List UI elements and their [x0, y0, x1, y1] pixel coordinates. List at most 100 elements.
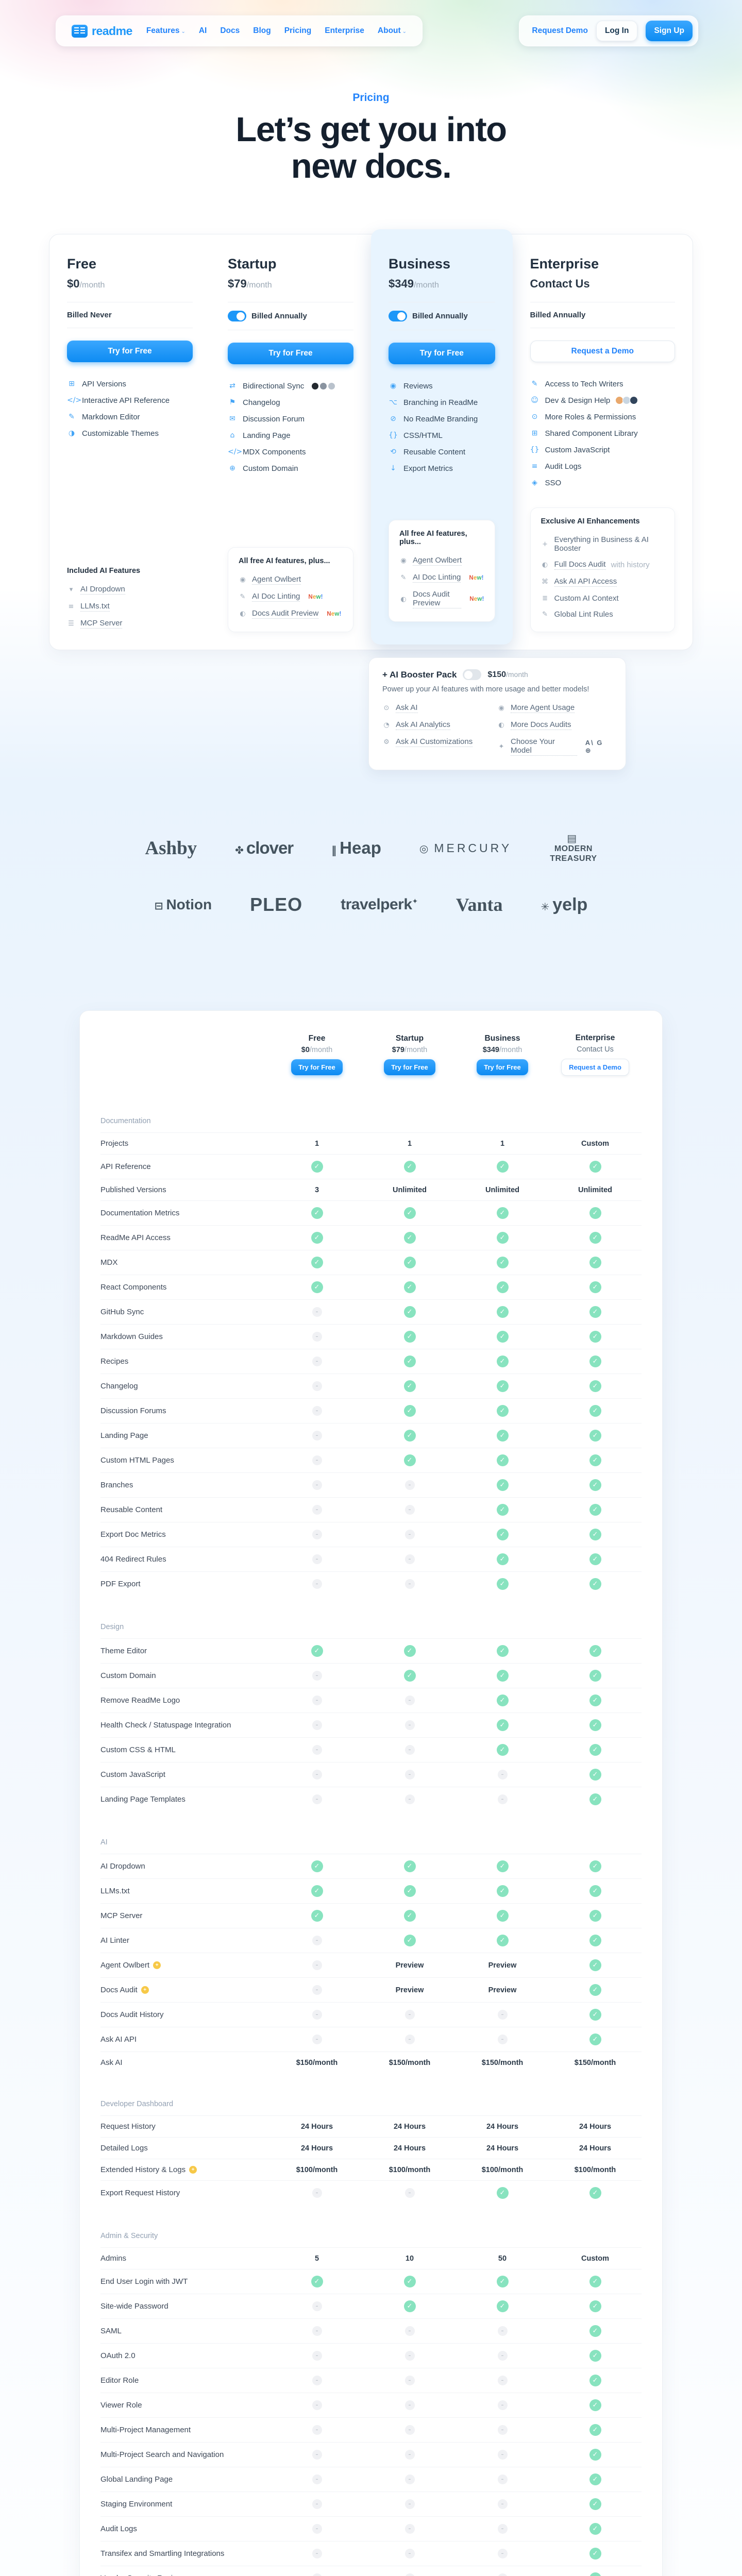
request-a-demo-button[interactable]: Request a Demo: [530, 341, 675, 363]
row-label: Remove ReadMe Logo: [100, 1690, 271, 1711]
feature-label: More Roles & Permissions: [545, 412, 636, 421]
row-label-text: Landing Page Templates: [100, 1795, 185, 1804]
table-section-admin-security: Admin & Security: [100, 2232, 158, 2241]
billed-annually-toggle[interactable]: [228, 311, 246, 322]
billing-label: Billed Annually: [251, 312, 307, 321]
row-label-text: Detailed Logs: [100, 2144, 148, 2153]
title-line-1: Let’s get you into: [235, 110, 507, 149]
plan-feature-list: ⇄ Bidirectional Sync ⚑ Changelog ✉ Discussion…: [228, 378, 353, 477]
row-value: ✓: [549, 1978, 642, 2002]
table-plan-price: $349/month: [482, 1046, 522, 1055]
row-value: ✓: [363, 1664, 456, 1688]
row-value: –: [271, 1788, 363, 1810]
context-icon: ≣: [542, 595, 548, 603]
try-for-free-button[interactable]: Try for Free: [228, 343, 353, 365]
chevron-down-icon: ⌄: [181, 29, 185, 35]
table-try-for-free-button[interactable]: Try for Free: [291, 1059, 343, 1076]
table-try-for-free-button[interactable]: Try for Free: [477, 1059, 528, 1076]
log-in-button[interactable]: Log In: [596, 21, 638, 41]
billed-annually-toggle[interactable]: [389, 311, 407, 322]
try-for-free-button[interactable]: Try for Free: [67, 341, 193, 363]
row-label-text: Request History: [100, 2122, 156, 2131]
row-label: AI Linter: [100, 1930, 271, 1951]
ai-booster-toggle[interactable]: [463, 669, 482, 681]
nav-link-blog[interactable]: Blog: [253, 26, 271, 35]
row-value: ✓: [456, 1904, 549, 1928]
row-label-text: MCP Server: [100, 1911, 143, 1921]
row-label: Published Versions: [100, 1179, 271, 1200]
feature-item: + Everything in Business & AI Booster: [541, 532, 664, 556]
feature-label: LLMs.txt: [80, 602, 110, 612]
dash-icon: –: [497, 2549, 508, 2559]
row-label-text: Branches: [100, 1481, 133, 1490]
row-value: ✓: [549, 1201, 642, 1225]
check-icon: ✓: [403, 2276, 416, 2288]
feature-item: ✎ Markdown Editor: [67, 409, 193, 425]
table-row: Theme Editor ✓ ✓ ✓ ✓: [100, 1638, 642, 1663]
table-row: Remove ReadMe Logo – – ✓ ✓: [100, 1688, 642, 1713]
dash-icon: –: [312, 2376, 322, 2386]
check-icon: ✓: [589, 1645, 601, 1657]
row-value: ✓: [549, 2368, 642, 2393]
check-icon: ✓: [403, 1645, 416, 1657]
git-provider-icons: [312, 382, 335, 389]
nav-link-pricing[interactable]: Pricing: [284, 26, 312, 35]
dash-icon: –: [497, 2326, 508, 2336]
nav-link-about[interactable]: About ⌄: [377, 26, 407, 35]
row-value: ✓: [363, 1226, 456, 1250]
readme-logo[interactable]: readme: [72, 24, 132, 38]
check-icon: ✓: [589, 1504, 601, 1516]
table-request-a-demo-button[interactable]: Request a Demo: [561, 1059, 629, 1076]
feature-label: Everything in Business & AI Booster: [554, 535, 649, 553]
table-row: Custom CSS & HTML – – ✓ ✓: [100, 1737, 642, 1762]
feature-item: ◉ Agent Owlbert: [399, 552, 484, 569]
row-value: –: [271, 1689, 363, 1711]
table-section-ai: AI: [100, 1838, 108, 1847]
row-label-text: Published Versions: [100, 1185, 166, 1195]
dash-icon: –: [497, 2425, 508, 2435]
dash-icon: –: [497, 1770, 508, 1780]
dash-icon: –: [312, 1357, 322, 1367]
nav-link-ai[interactable]: AI: [198, 26, 207, 35]
try-for-free-button[interactable]: Try for Free: [389, 343, 495, 365]
table-row: Docs Audit + – Preview Preview ✓: [100, 1977, 642, 2002]
feature-item: ⊘ No ReadMe Branding: [389, 411, 495, 427]
dash-icon: –: [497, 2450, 508, 2460]
row-value: ✓: [549, 1639, 642, 1663]
row-label: Viewer Role: [100, 2395, 271, 2416]
sign-up-button[interactable]: Sign Up: [646, 21, 693, 41]
feature-item: ◐ Full Docs Audit with history: [541, 556, 664, 573]
check-icon: ✓: [589, 2276, 601, 2288]
dash-icon: –: [404, 2450, 415, 2460]
feature-label: Branching in ReadMe: [403, 398, 478, 407]
request-demo-link[interactable]: Request Demo: [532, 26, 588, 35]
table-row: Audit Logs – – – ✓: [100, 2516, 642, 2541]
ai-feature-list: ◉ Agent Owlbert ✎ AI Doc Linting New! ◐ Docs A…: [239, 571, 343, 622]
pencil-icon: ✎: [531, 380, 538, 388]
check-icon: ✓: [589, 2473, 601, 2486]
dash-icon: –: [404, 2425, 415, 2435]
nav-link-docs[interactable]: Docs: [220, 26, 240, 35]
check-icon: ✓: [589, 1793, 601, 1806]
row-value: $150/month: [574, 2058, 616, 2067]
feature-item: </> MDX Components: [228, 444, 353, 460]
dash-icon: –: [404, 2376, 415, 2386]
check-icon: ✓: [589, 1529, 601, 1541]
plan-price: $349/month: [389, 277, 439, 291]
check-icon: ✓: [403, 1405, 416, 1417]
dash-icon: –: [497, 1794, 508, 1805]
row-value: –: [456, 1764, 549, 1786]
table-try-for-free-button[interactable]: Try for Free: [384, 1059, 435, 1076]
row-value: ✓: [549, 1664, 642, 1688]
table-plan-name: Free: [308, 1034, 326, 1043]
row-label-text: Ask AI: [100, 2058, 123, 2067]
dash-icon: –: [404, 1720, 415, 1731]
nav-link-enterprise[interactable]: Enterprise: [325, 26, 364, 35]
table-row: 404 Redirect Rules – – ✓ ✓: [100, 1547, 642, 1571]
badge-letter: w: [477, 574, 482, 581]
feature-label: Reviews: [403, 381, 433, 391]
row-label: Docs Audit +: [100, 1979, 271, 2001]
nav-link-features[interactable]: Features ⌄: [146, 26, 185, 35]
row-label: Site-wide Password: [100, 2296, 271, 2317]
row-value: –: [271, 1301, 363, 1323]
